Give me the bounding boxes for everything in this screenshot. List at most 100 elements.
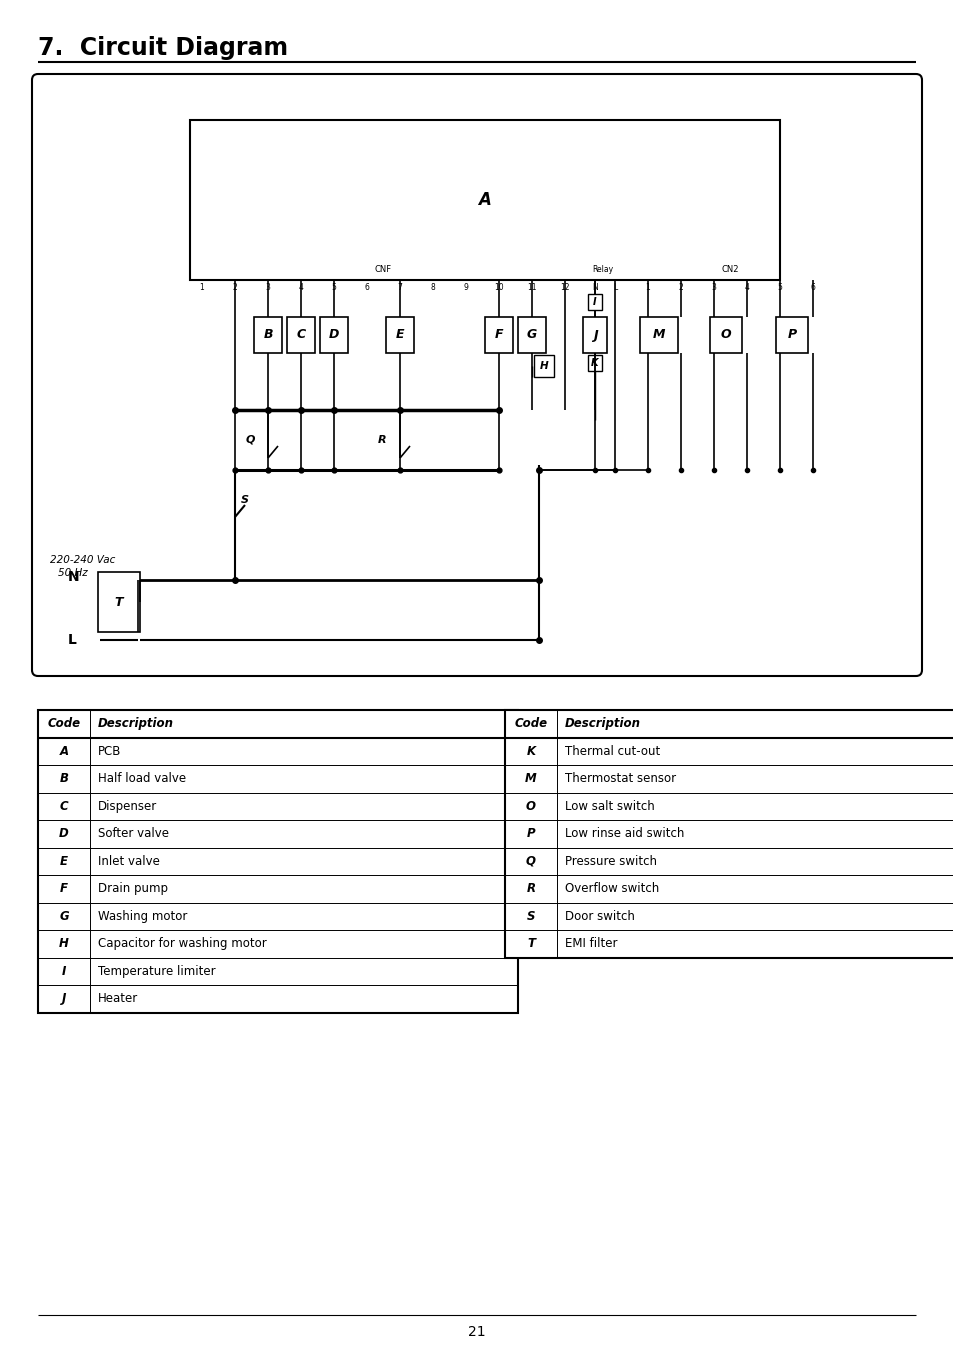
Text: Description: Description: [98, 717, 173, 730]
Text: 3: 3: [711, 284, 716, 293]
Text: CNF: CNF: [375, 266, 392, 274]
Text: C: C: [60, 799, 69, 813]
Text: 8: 8: [430, 284, 435, 293]
Bar: [587, 355, 601, 371]
FancyBboxPatch shape: [32, 74, 921, 676]
Text: F: F: [60, 883, 68, 895]
Bar: [639, 317, 678, 352]
Text: Heater: Heater: [98, 992, 138, 1006]
Bar: [484, 317, 513, 352]
Bar: [587, 294, 601, 310]
Text: P: P: [526, 828, 535, 840]
Text: 2: 2: [678, 284, 682, 293]
Text: Overflow switch: Overflow switch: [564, 883, 659, 895]
Text: R: R: [377, 435, 386, 446]
Text: EMI filter: EMI filter: [564, 937, 617, 950]
Text: 3: 3: [265, 284, 270, 293]
Text: E: E: [60, 855, 68, 868]
Text: K: K: [526, 745, 535, 757]
Bar: [287, 317, 314, 352]
Text: 11: 11: [527, 284, 537, 293]
Text: Half load valve: Half load valve: [98, 772, 186, 786]
Text: A: A: [59, 745, 69, 757]
Text: O: O: [525, 799, 536, 813]
Text: 7: 7: [397, 284, 402, 293]
Text: Door switch: Door switch: [564, 910, 634, 923]
Text: Dispenser: Dispenser: [98, 799, 157, 813]
Bar: [386, 317, 414, 352]
Text: I: I: [62, 965, 66, 977]
Text: I: I: [593, 297, 597, 306]
Text: H: H: [539, 360, 548, 371]
Text: 4: 4: [298, 284, 303, 293]
Text: P: P: [786, 328, 796, 342]
Text: Low rinse aid switch: Low rinse aid switch: [564, 828, 683, 840]
Text: C: C: [296, 328, 305, 342]
Text: S: S: [241, 495, 249, 505]
Text: S: S: [526, 910, 535, 923]
Text: E: E: [395, 328, 404, 342]
Text: B: B: [59, 772, 69, 786]
Text: Pressure switch: Pressure switch: [564, 855, 657, 868]
Text: 50 Hz: 50 Hz: [58, 568, 88, 578]
Text: Low salt switch: Low salt switch: [564, 799, 654, 813]
Text: Drain pump: Drain pump: [98, 883, 168, 895]
Text: Temperature limiter: Temperature limiter: [98, 965, 215, 977]
Text: D: D: [329, 328, 339, 342]
Text: M: M: [652, 328, 664, 342]
Text: 7.  Circuit Diagram: 7. Circuit Diagram: [38, 36, 288, 59]
Text: 2: 2: [233, 284, 237, 293]
Text: 10: 10: [494, 284, 503, 293]
Text: Inlet valve: Inlet valve: [98, 855, 160, 868]
Bar: [709, 317, 741, 352]
Bar: [582, 317, 606, 352]
Text: Code: Code: [514, 717, 547, 730]
Text: 5: 5: [777, 284, 781, 293]
Text: Washing motor: Washing motor: [98, 910, 187, 923]
Text: 6: 6: [364, 284, 369, 293]
Text: 220-240 Vac: 220-240 Vac: [50, 555, 115, 566]
Text: Capacitor for washing motor: Capacitor for washing motor: [98, 937, 267, 950]
Text: T: T: [114, 595, 123, 609]
Text: 5: 5: [332, 284, 336, 293]
Bar: [534, 355, 554, 377]
Text: Description: Description: [564, 717, 640, 730]
Bar: [517, 317, 545, 352]
Text: 12: 12: [559, 284, 569, 293]
Text: Q: Q: [246, 435, 255, 446]
Text: Relay: Relay: [592, 266, 613, 274]
Text: Code: Code: [48, 717, 80, 730]
Text: G: G: [59, 910, 69, 923]
Text: A: A: [478, 190, 491, 209]
Text: T: T: [526, 937, 535, 950]
Text: Softer valve: Softer valve: [98, 828, 169, 840]
Text: D: D: [59, 828, 69, 840]
Text: R: R: [526, 883, 535, 895]
Bar: [504, 710, 953, 957]
Text: CN2: CN2: [721, 266, 739, 274]
Text: Q: Q: [525, 855, 536, 868]
Text: O: O: [720, 328, 731, 342]
Text: J: J: [592, 328, 597, 342]
Bar: [98, 572, 140, 632]
Text: K: K: [591, 358, 598, 369]
Text: G: G: [526, 328, 537, 342]
Bar: [190, 120, 780, 279]
Text: 6: 6: [810, 284, 815, 293]
Text: 4: 4: [743, 284, 749, 293]
Text: 21: 21: [468, 1324, 485, 1339]
Bar: [775, 317, 807, 352]
Text: N: N: [592, 284, 598, 293]
Text: J: J: [62, 992, 66, 1006]
Bar: [38, 710, 517, 1012]
Text: F: F: [495, 328, 503, 342]
Bar: [319, 317, 348, 352]
Text: PCB: PCB: [98, 745, 121, 757]
Text: 9: 9: [463, 284, 468, 293]
Text: B: B: [263, 328, 273, 342]
Bar: [253, 317, 282, 352]
Text: Thermal cut-out: Thermal cut-out: [564, 745, 659, 757]
Text: 1: 1: [199, 284, 204, 293]
Text: M: M: [524, 772, 537, 786]
Text: Thermostat sensor: Thermostat sensor: [564, 772, 676, 786]
